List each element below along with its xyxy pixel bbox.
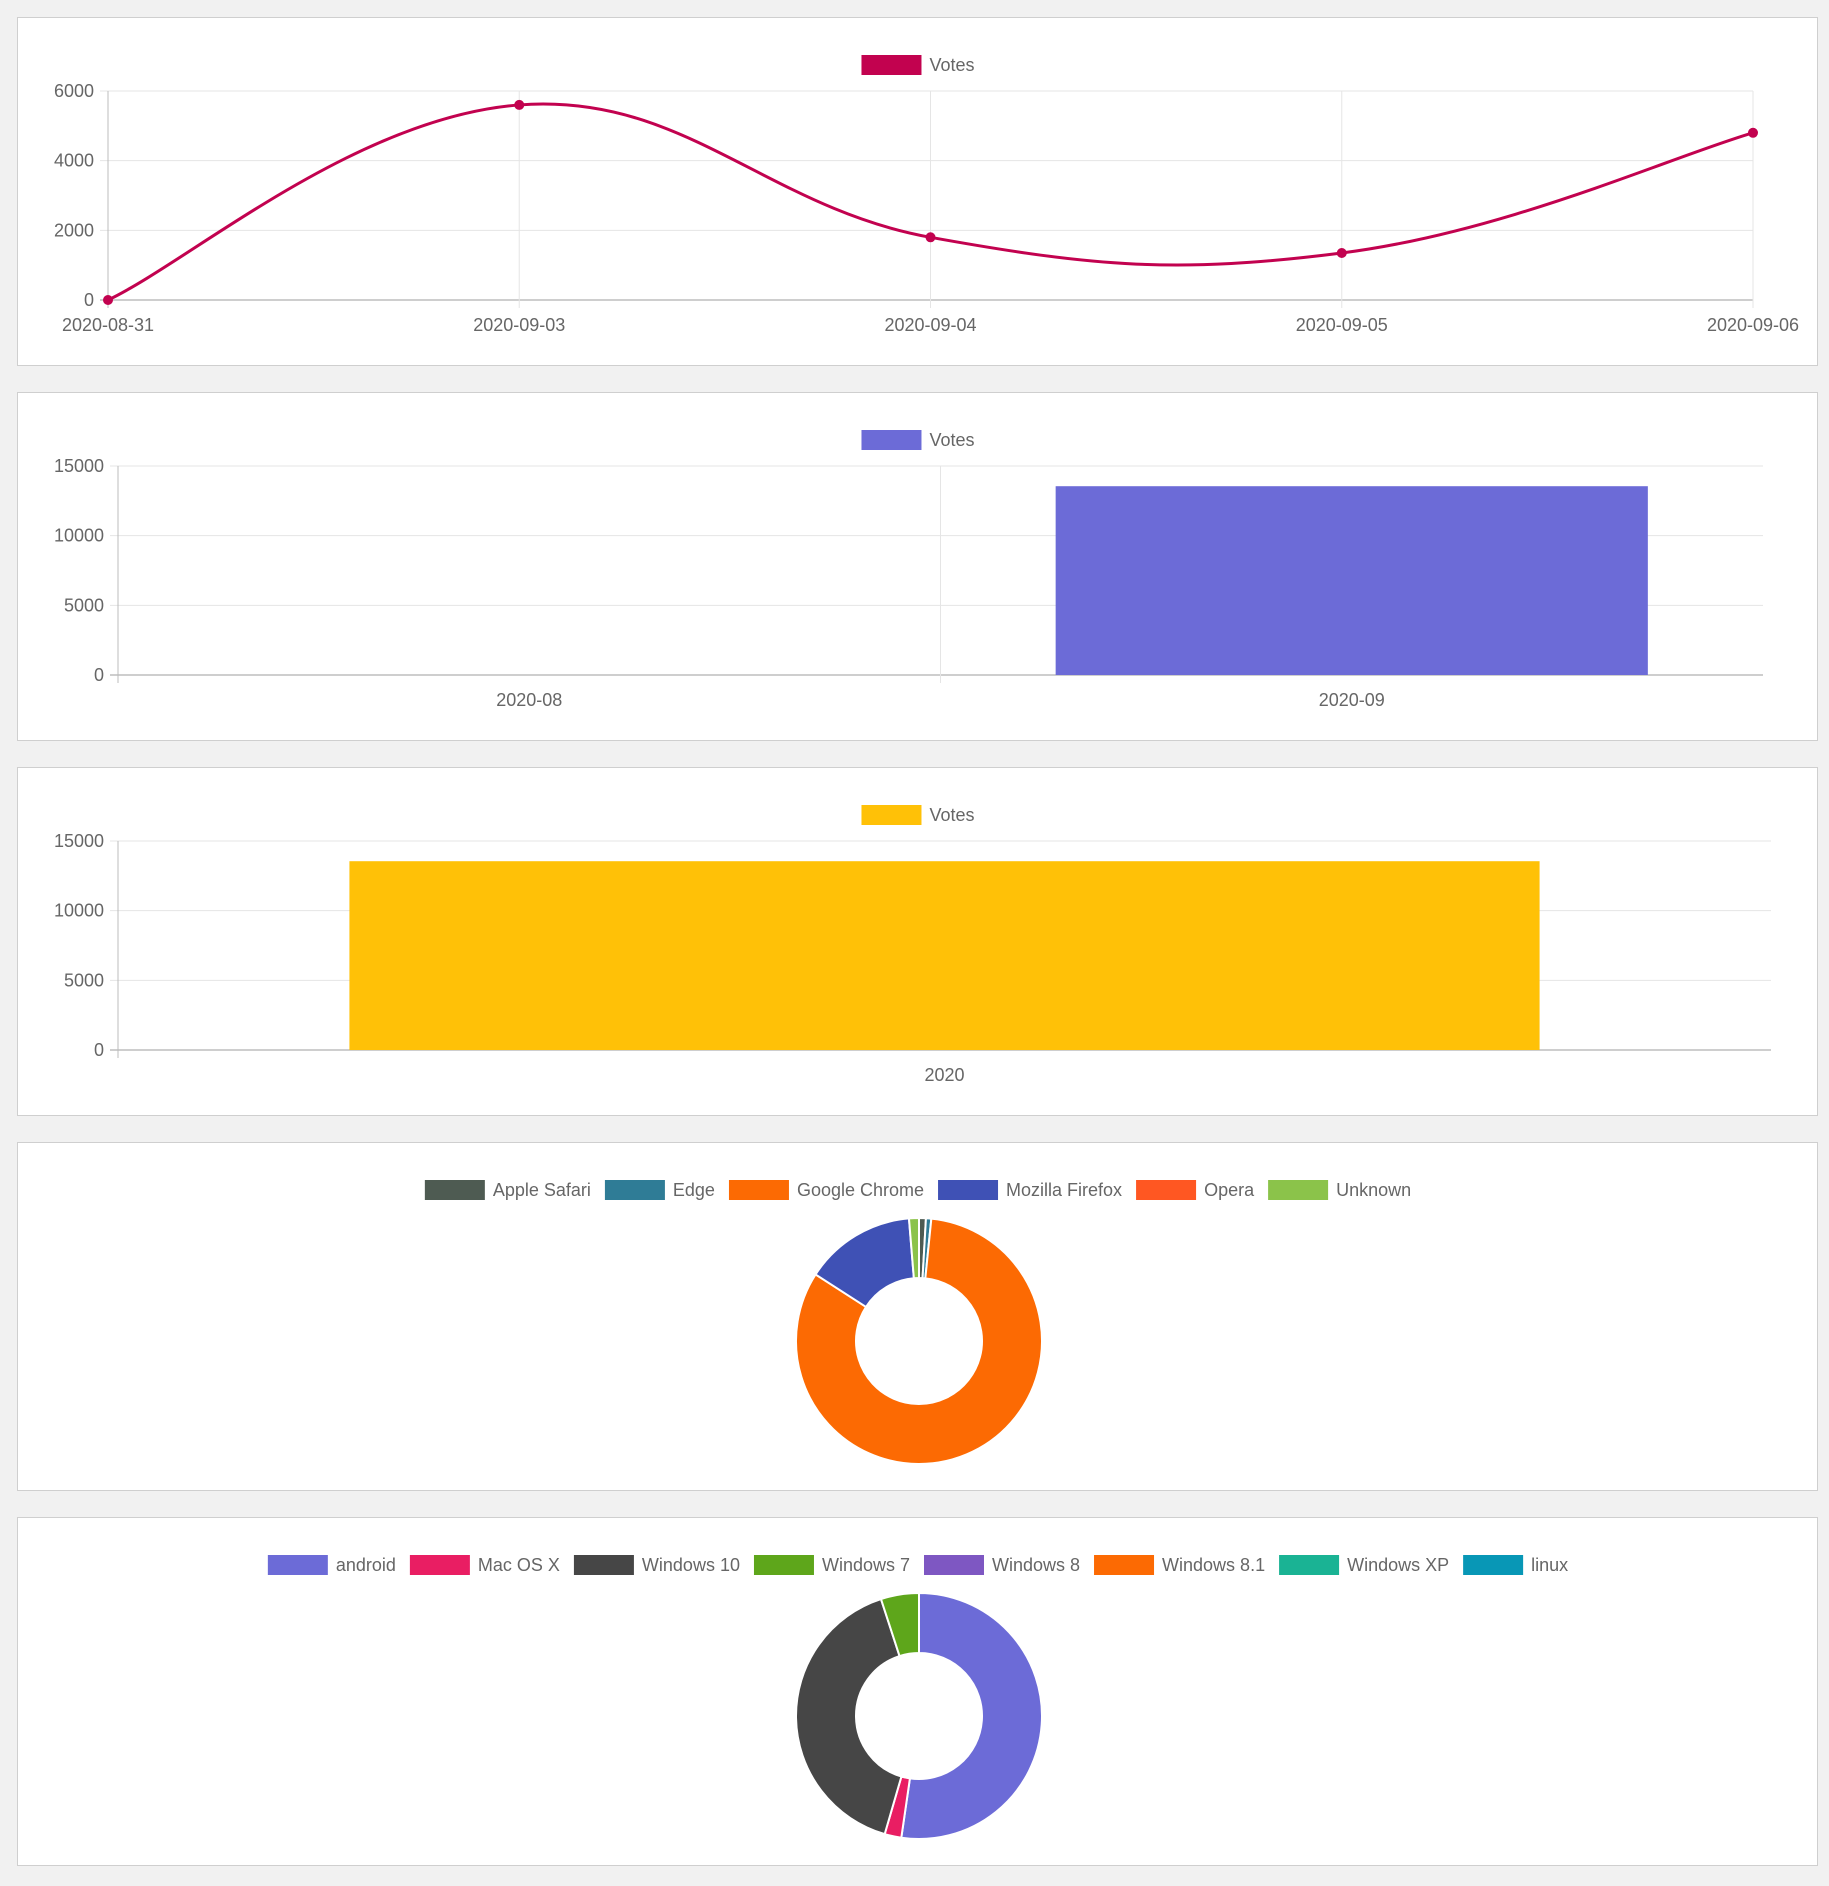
- legend-swatch-linux: [1463, 1555, 1524, 1575]
- x-tick-label: 2020-08-31: [62, 315, 154, 335]
- os-share-panel: android Mac OS X Windows 10 Windows 7 Window…: [17, 1517, 1818, 1866]
- legend-label-linux: linux: [1531, 1555, 1568, 1575]
- legend-swatch-opera: [1136, 1180, 1197, 1200]
- legend-swatch-edge: [604, 1180, 665, 1200]
- slice-google-chrome: [795, 1217, 1043, 1465]
- x-tick-label: 2020-09-04: [884, 315, 976, 335]
- slice-windows-7: [879, 1591, 920, 1658]
- monthly-votes-panel: Votes 0 5000 10000 15000 2020-08 2020-09: [17, 392, 1818, 741]
- legend-label-windows-8-1: Windows 8.1: [1162, 1555, 1265, 1575]
- x-tick-label: 2020: [924, 1065, 964, 1085]
- legend-swatch-mac-os-x: [409, 1555, 470, 1575]
- y-tick-label: 10000: [54, 526, 104, 546]
- legend-label-mozilla-firefox: Mozilla Firefox: [1006, 1180, 1122, 1200]
- legend-label-windows-8: Windows 8: [992, 1555, 1080, 1575]
- daily-votes-line-chart: Votes 0 2000 4000 6000 2020-08-31 2020-09-03 20…: [54, 55, 1799, 335]
- legend-swatch-mozilla-firefox: [938, 1180, 999, 1200]
- legend-swatch-windows-8-1: [1094, 1555, 1155, 1575]
- y-tick-label: 0: [94, 665, 104, 685]
- legend-label-votes: Votes: [929, 55, 974, 75]
- yearly-votes-bar-chart: Votes 0 5000 10000 15000 2020: [54, 805, 1771, 1085]
- votes-bar-2020-09: [1055, 486, 1648, 675]
- y-tick-label: 0: [94, 1040, 104, 1060]
- legend-swatch-votes: [861, 805, 922, 825]
- monthly-votes-bar-chart: Votes 0 5000 10000 15000 2020-08 2020-09: [54, 430, 1763, 710]
- votes-point-2020-09-04: [925, 232, 936, 243]
- x-tick-label: 2020-09-06: [1707, 315, 1799, 335]
- slice-unknown: [907, 1216, 920, 1280]
- legend-label-windows-7: Windows 7: [822, 1555, 910, 1575]
- legend-swatch-votes: [861, 430, 922, 450]
- browser-share-panel: Apple Safari Edge Google Chrome Mozilla Fir…: [17, 1142, 1818, 1491]
- slice-windows-10: [795, 1597, 903, 1836]
- x-tick-label: 2020-09: [1319, 690, 1385, 710]
- legend-swatch-unknown: [1268, 1180, 1329, 1200]
- y-tick-label: 5000: [64, 970, 104, 990]
- legend-swatch-windows-8: [924, 1555, 984, 1575]
- legend-swatch-windows-xp: [1279, 1555, 1340, 1575]
- legend-swatch-windows-10: [573, 1555, 634, 1575]
- votes-bar-2020: [349, 861, 1540, 1050]
- legend-label-votes: Votes: [929, 805, 974, 825]
- x-tick-label: 2020-09-05: [1296, 315, 1388, 335]
- slice-android: [900, 1591, 1043, 1840]
- legend-label-android: android: [336, 1555, 396, 1575]
- legend-label-opera: Opera: [1204, 1180, 1255, 1200]
- legend-label-windows-xp: Windows XP: [1347, 1555, 1449, 1575]
- y-tick-label: 5000: [64, 595, 104, 615]
- y-tick-label: 0: [84, 290, 94, 310]
- y-tick-label: 2000: [54, 220, 94, 240]
- y-tick-label: 6000: [54, 81, 94, 101]
- legend-label-edge: Edge: [673, 1180, 715, 1200]
- legend-swatch-google-chrome: [728, 1180, 789, 1200]
- x-tick-label: 2020-08: [496, 690, 562, 710]
- legend-label-apple-safari: Apple Safari: [493, 1180, 591, 1200]
- daily-votes-panel: Votes 0 2000 4000 6000 2020-08-31 2020-09-03 20…: [17, 17, 1818, 366]
- browser-doughnut-chart: Apple Safari Edge Google Chrome Mozilla Fir…: [424, 1180, 1411, 1465]
- votes-point-2020-09-03: [514, 99, 525, 110]
- votes-point-2020-08-31: [103, 295, 113, 305]
- x-tick-label: 2020-09-03: [473, 315, 565, 335]
- y-tick-label: 10000: [54, 901, 104, 921]
- legend-label-unknown: Unknown: [1336, 1180, 1411, 1200]
- legend-swatch-votes: [861, 55, 922, 75]
- legend-swatch-android: [267, 1555, 328, 1575]
- y-tick-label: 15000: [54, 456, 104, 476]
- os-doughnut-chart: android Mac OS X Windows 10 Windows 7 Window…: [267, 1555, 1568, 1840]
- legend-label-google-chrome: Google Chrome: [797, 1180, 924, 1200]
- legend-label-mac-os-x: Mac OS X: [478, 1555, 560, 1575]
- legend-label-votes: Votes: [929, 430, 974, 450]
- y-tick-label: 15000: [54, 831, 104, 851]
- y-tick-label: 4000: [54, 151, 94, 171]
- votes-point-2020-09-05: [1336, 247, 1347, 258]
- votes-point-2020-09-06: [1748, 127, 1758, 138]
- yearly-votes-panel: Votes 0 5000 10000 15000 2020: [17, 767, 1818, 1116]
- legend-swatch-apple-safari: [424, 1180, 485, 1200]
- legend-label-windows-10: Windows 10: [642, 1555, 740, 1575]
- legend-swatch-windows-7: [753, 1555, 814, 1575]
